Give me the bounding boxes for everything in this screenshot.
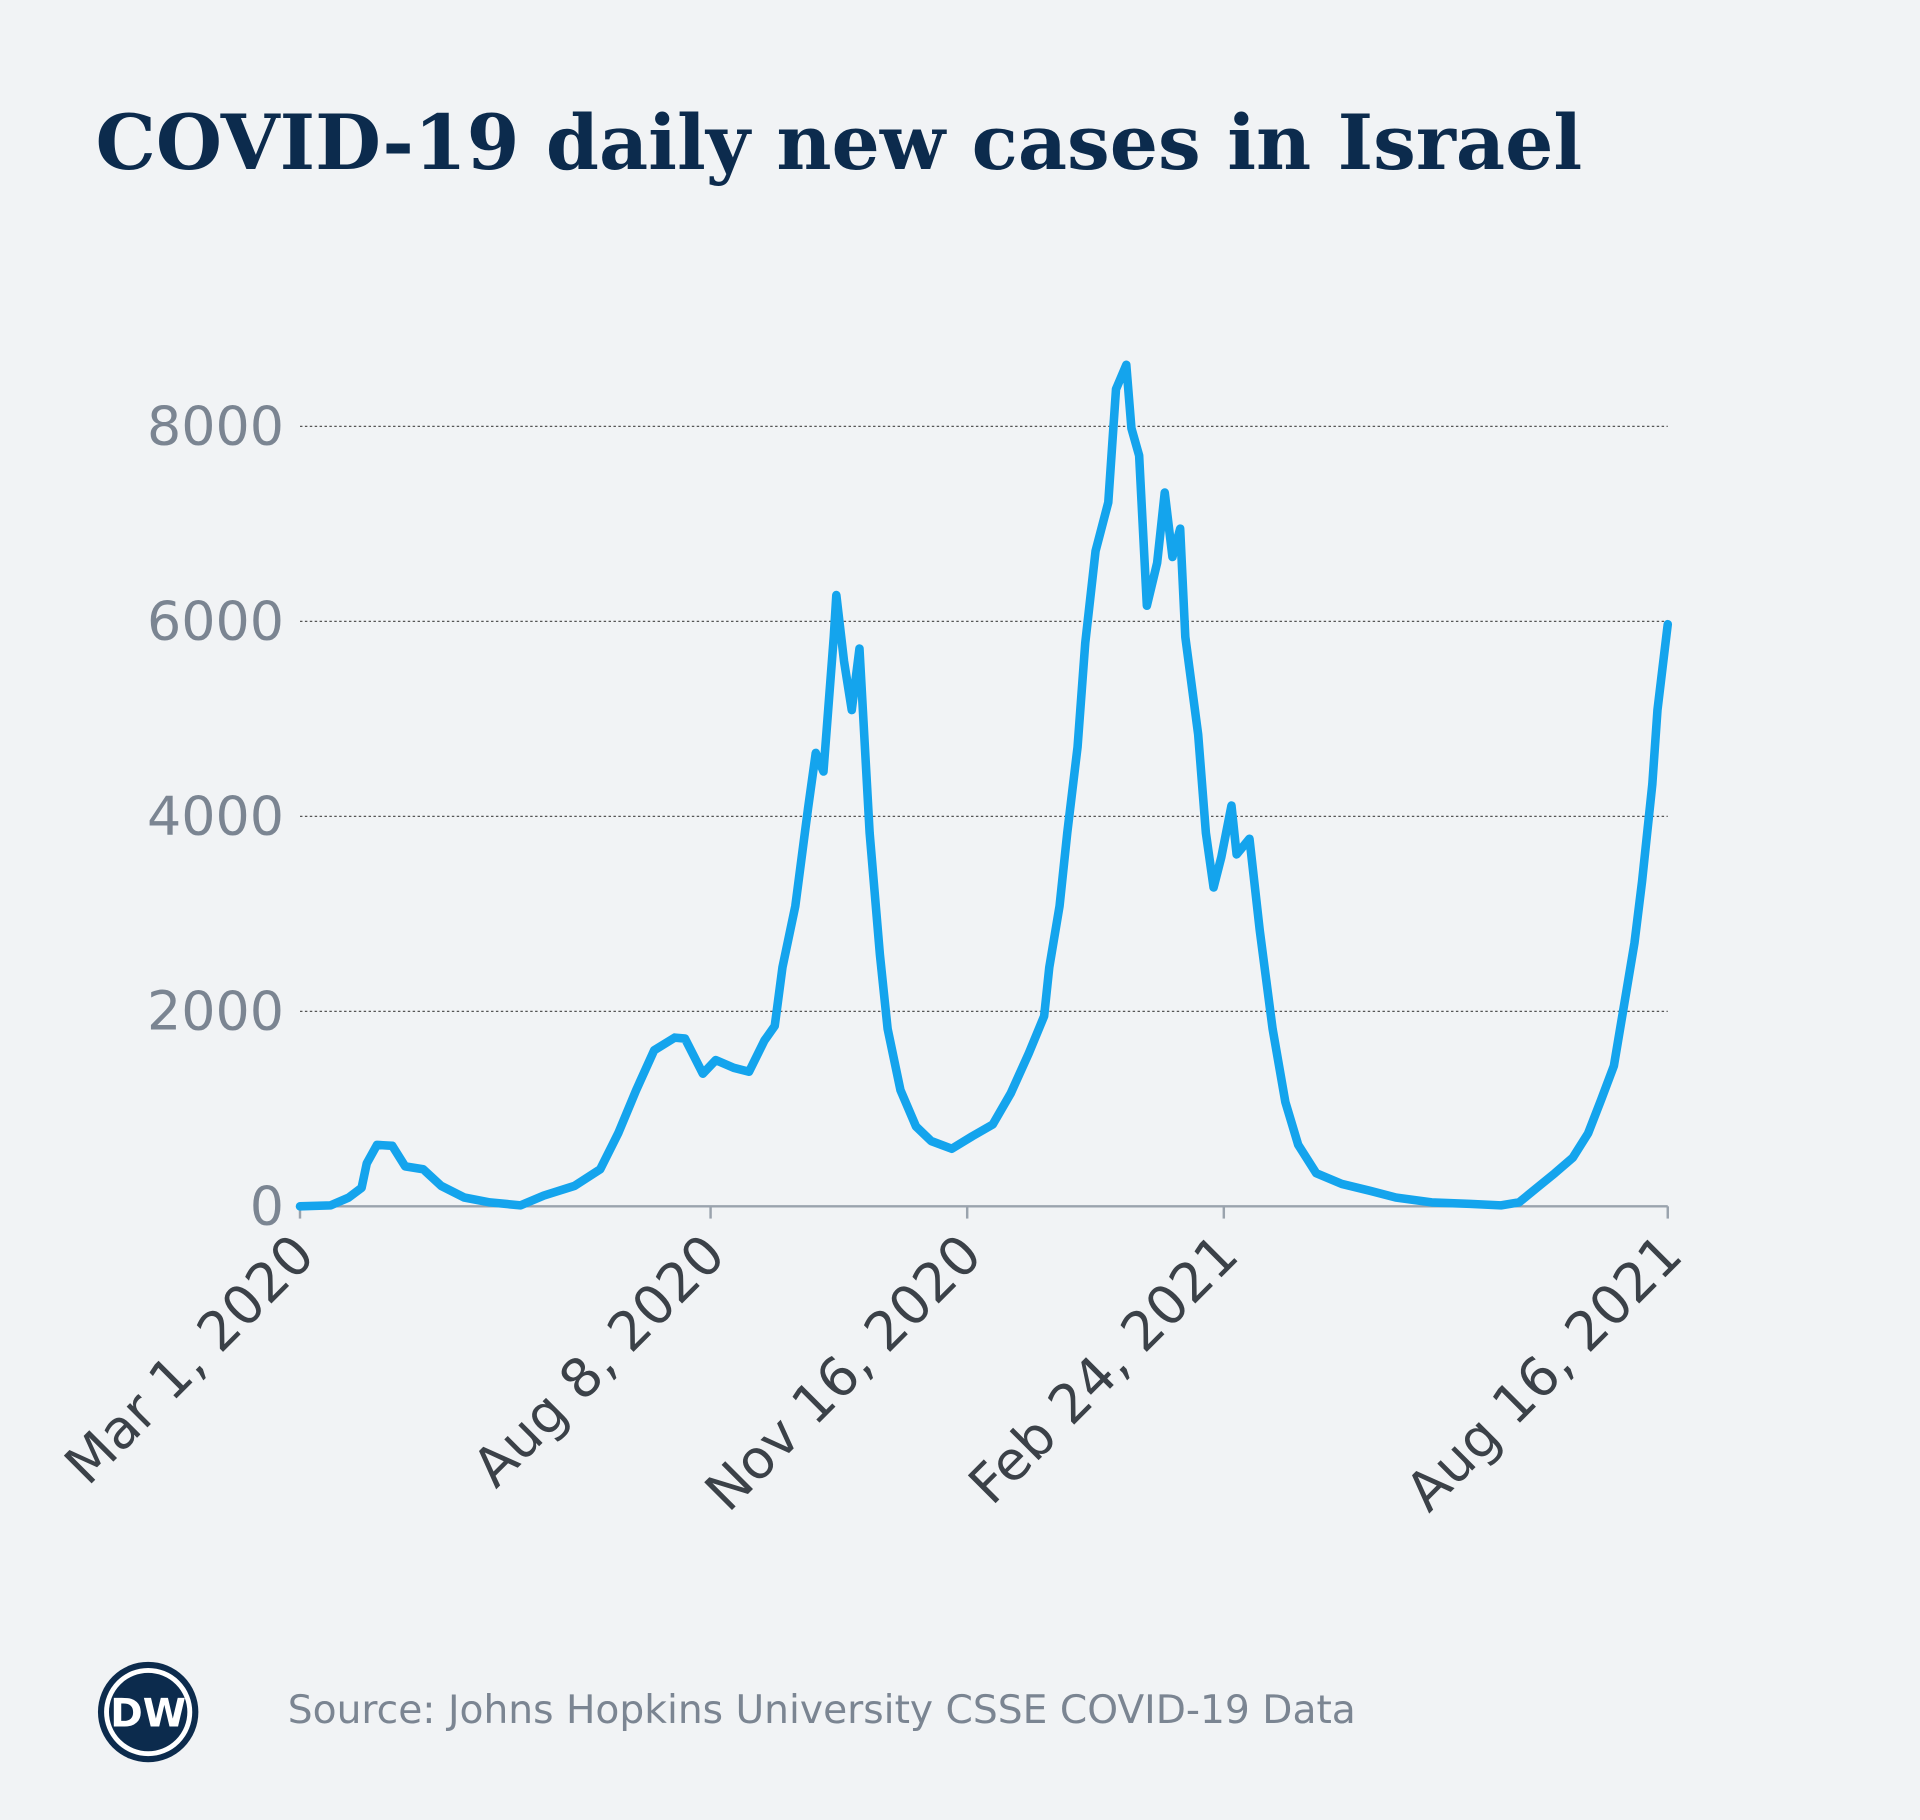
y-tick-label: 4000 [147, 785, 284, 848]
y-tick-label: 6000 [147, 590, 284, 653]
y-tick-label: 0 [250, 1175, 284, 1238]
logo: DW [97, 1661, 199, 1763]
logo-text: DW [110, 1692, 186, 1737]
source: Source: Johns Hopkins University CSSE CO… [288, 1688, 1356, 1733]
logo-ring [104, 1667, 193, 1757]
logo-circle [97, 1661, 199, 1763]
line-series [295, 360, 1673, 1211]
y-tick-label: 8000 [147, 395, 284, 458]
chart-title: COVID-19 daily new cases in Israel [96, 98, 1583, 187]
y-tick-label: 2000 [147, 980, 284, 1043]
